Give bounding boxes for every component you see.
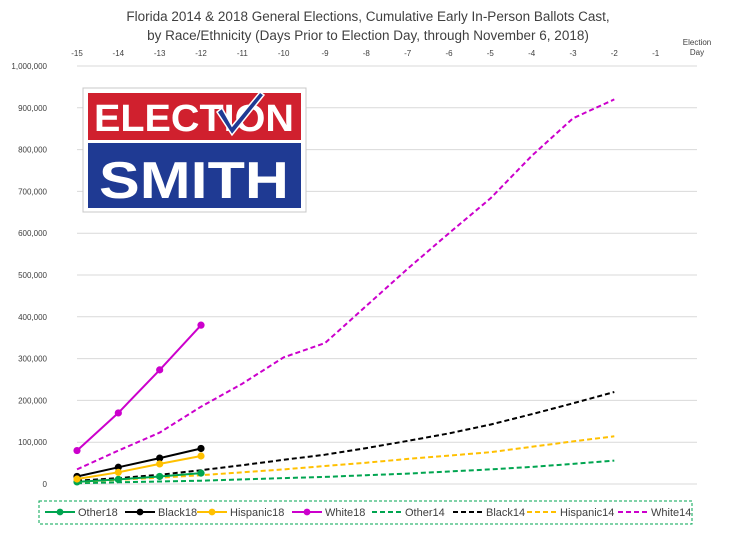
logo-top-text: ELECTION (94, 98, 294, 140)
series-line-other14 (76, 459, 615, 485)
data-point-other18 (197, 469, 205, 477)
series-line-white18 (76, 324, 202, 452)
chart-title: Florida 2014 & 2018 General Elections, C… (126, 9, 609, 43)
logo-bottom-text: SMITH (99, 152, 289, 210)
data-point-black18 (114, 463, 122, 471)
series-line-hispanic14 (76, 435, 615, 483)
legend-label-hispanic18: Hispanic18 (230, 507, 284, 519)
y-tick-label: 0 (43, 480, 48, 489)
data-point-white18 (197, 321, 205, 329)
data-point-black18 (197, 444, 205, 453)
x-tick-label: -3 (569, 49, 577, 58)
x-axis-ticks: -15 -14 -13 -12 -11 -10 -9 -8 -7 -6 -5 -4 -3 -2 -1 Elec… (71, 38, 711, 58)
data-point-black18 (156, 454, 164, 462)
y-tick-label: 400,000 (18, 313, 47, 322)
logo-top-band (88, 93, 301, 140)
legend-marker-hispanic18 (208, 508, 216, 516)
x-tick-label: -13 (154, 49, 166, 58)
x-tick-label: -4 (528, 49, 536, 58)
legend-label-black14: Black14 (486, 507, 525, 519)
y-tick-label: 1,000,000 (11, 62, 47, 71)
chart-title-line-2: by Race/Ethnicity (Days Prior to Electio… (147, 28, 589, 43)
x-tick-label: -9 (321, 49, 329, 58)
x-tick-label: -6 (445, 49, 453, 58)
x-tick-label: -12 (195, 49, 207, 58)
series-line-white14 (76, 98, 615, 471)
x-tick-label: -1 (652, 49, 660, 58)
checkmark-icon (215, 90, 266, 137)
logo-bottom-band (88, 143, 301, 208)
series-line-other18 (76, 472, 202, 483)
y-tick-label: 900,000 (18, 104, 47, 113)
data-point-other18 (114, 475, 122, 484)
election-smith-logo: ELECTION SMITH (82, 87, 307, 213)
y-tick-label: 200,000 (18, 396, 47, 405)
series-line-black18 (76, 447, 202, 478)
y-tick-label: 600,000 (18, 229, 47, 238)
y-tick-label: 800,000 (18, 146, 47, 155)
y-axis-ticks: 0 100,000 200,000 300,000 400,000 500,000 600,… (11, 62, 47, 489)
series-line-hispanic18 (76, 455, 202, 480)
chart-title-line-1: Florida 2014 & 2018 General Elections, C… (126, 9, 609, 24)
y-tick-label: 700,000 (18, 187, 47, 196)
y-tick-label: 100,000 (18, 438, 47, 447)
legend-label-black18: Black18 (158, 507, 197, 519)
x-tick-label: -2 (611, 49, 619, 58)
y-tick-label: 300,000 (18, 355, 47, 364)
legend-label-white14: White14 (651, 507, 691, 519)
x-tick-label: -7 (404, 49, 412, 58)
data-point-white18 (156, 366, 164, 374)
data-point-hispanic18 (156, 460, 164, 468)
legend-box (38, 500, 693, 525)
x-tick-label: -8 (363, 49, 371, 58)
legend: Other18 Black18 Hispanic18 White18 Other14 Bl… (38, 500, 693, 525)
legend-label-other14: Other14 (405, 507, 445, 519)
x-tick-label: -11 (237, 49, 249, 58)
x-tick-label: -15 (71, 49, 83, 58)
data-point-white18 (73, 446, 81, 455)
legend-marker-black18 (136, 508, 144, 516)
legend-label-white18: White18 (325, 507, 365, 519)
data-point-hispanic18 (197, 452, 205, 460)
y-tick-label: 500,000 (18, 271, 47, 280)
data-point-other18 (156, 472, 164, 481)
data-point-hispanic18 (114, 468, 122, 476)
x-tick-label: -5 (487, 49, 495, 58)
data-point-hispanic18 (73, 475, 81, 483)
series-layer (73, 98, 615, 486)
legend-marker-white18 (303, 508, 311, 516)
series-line-black14 (76, 391, 615, 482)
x-tick-label: -14 (113, 49, 125, 58)
x-tick-label: Election Day (683, 38, 711, 57)
data-point-white18 (114, 409, 122, 417)
legend-marker-other18 (56, 508, 64, 516)
x-tick-label: -10 (278, 49, 290, 58)
legend-label-other18: Other18 (78, 507, 118, 519)
legend-label-hispanic14: Hispanic14 (560, 507, 614, 519)
